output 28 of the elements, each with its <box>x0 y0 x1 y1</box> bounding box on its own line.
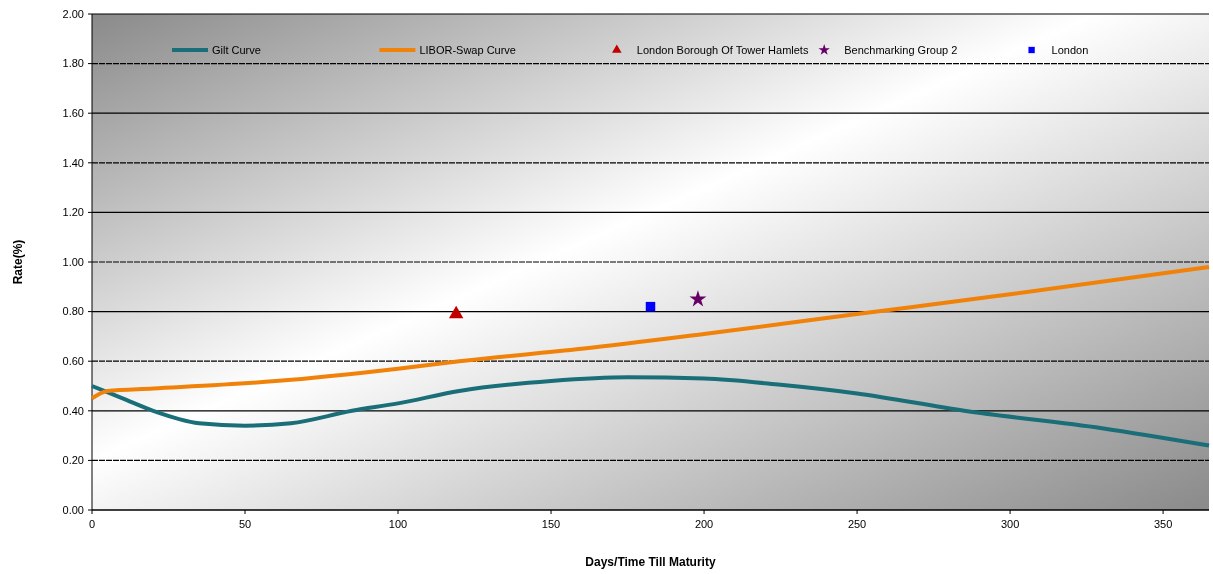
y-tick-label: 1.00 <box>62 255 84 268</box>
line-series <box>90 264 1211 401</box>
y-tick-label: 0.40 <box>62 404 84 417</box>
y-axis-title: Rate(%) <box>11 239 25 285</box>
y-tick-label: 0.20 <box>62 454 84 467</box>
x-tick-label: 100 <box>388 518 408 530</box>
x-tick-label: 250 <box>847 518 867 530</box>
x-tick-label: 50 <box>238 518 252 530</box>
y-tick-label: 0.00 <box>62 503 84 516</box>
x-tick-label: 300 <box>1000 518 1020 530</box>
x-tick-label: 0 <box>88 518 96 530</box>
y-tick-label: 2.00 <box>62 7 84 20</box>
y-tick-label: 0.60 <box>62 355 84 368</box>
x-tick-label: 150 <box>541 518 561 530</box>
line-series <box>90 375 1211 448</box>
y-tick-label: 1.20 <box>62 206 84 219</box>
x-axis-title: Days/Time Till Maturity <box>585 555 716 569</box>
x-tick-label: 350 <box>1153 518 1173 530</box>
legend-label: Benchmarking Group 2 <box>844 43 958 56</box>
y-tick-label: 1.40 <box>62 156 84 169</box>
y-tick-label: 1.80 <box>62 57 84 70</box>
y-tick-label: 1.60 <box>62 107 84 120</box>
legend-label: Gilt Curve <box>212 43 261 56</box>
y-tick-label: 0.80 <box>62 305 84 318</box>
legend-label: LIBOR-Swap Curve <box>419 43 516 56</box>
legend-label: London <box>1051 43 1089 56</box>
x-tick-label: 200 <box>694 518 714 530</box>
legend-label: London Borough Of Tower Hamlets <box>636 43 809 56</box>
